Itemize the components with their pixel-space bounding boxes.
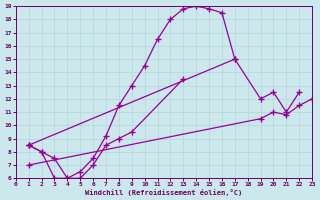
- X-axis label: Windchill (Refroidissement éolien,°C): Windchill (Refroidissement éolien,°C): [85, 189, 243, 196]
